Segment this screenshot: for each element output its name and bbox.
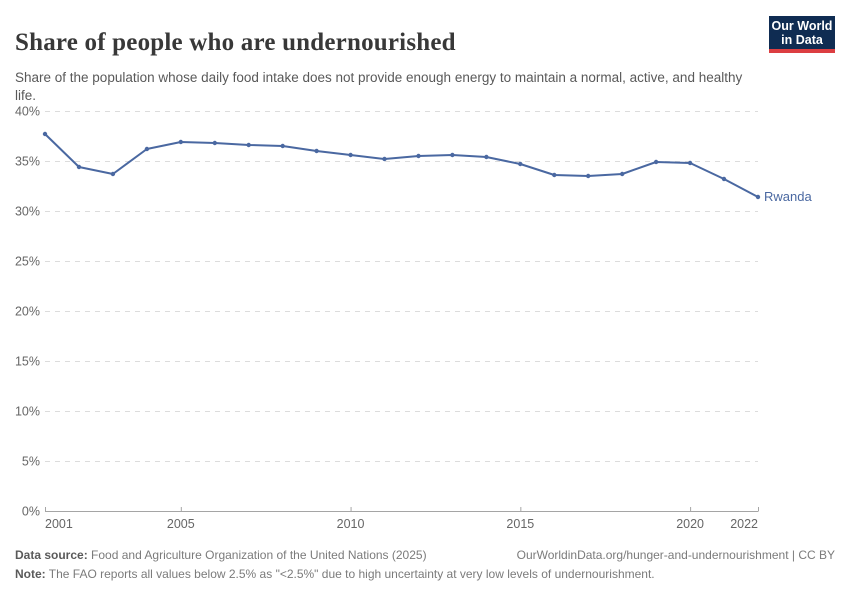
x-tick-label-2020: 2020 bbox=[676, 517, 704, 531]
note-text: The FAO reports all values below 2.5% as… bbox=[45, 567, 655, 581]
data-point-2003[interactable] bbox=[110, 171, 116, 177]
note-label: Note: bbox=[15, 567, 46, 581]
data-point-2008[interactable] bbox=[280, 143, 285, 149]
data-point-2002[interactable] bbox=[76, 164, 82, 170]
y-tick-label-20: 20% bbox=[15, 305, 40, 319]
owid-logo-text-line1: Our World bbox=[771, 19, 833, 33]
data-point-2001[interactable] bbox=[42, 131, 48, 137]
data-source-label: Data source: bbox=[15, 548, 88, 562]
data-point-2007[interactable] bbox=[246, 142, 251, 148]
x-tick-label-2010: 2010 bbox=[337, 517, 365, 531]
data-point-2004[interactable] bbox=[144, 146, 150, 152]
data-point-2012[interactable] bbox=[416, 153, 421, 159]
data-point-2021[interactable] bbox=[721, 176, 727, 182]
line-chart[interactable]: 0% 5% 10% 15% 20% 25% 30% 35% 40% 2001 2005 2010 201… bbox=[0, 0, 850, 545]
y-tick-label-0: 0% bbox=[22, 505, 40, 519]
data-point-2020[interactable] bbox=[687, 160, 693, 166]
data-point-2009[interactable] bbox=[314, 148, 319, 154]
data-point-2016[interactable] bbox=[552, 172, 557, 178]
owid-logo-text-line2: in Data bbox=[781, 33, 823, 47]
data-source-text: Data source: Food and Agriculture Organi… bbox=[15, 548, 427, 562]
data-point-2014[interactable] bbox=[484, 154, 489, 160]
y-tick-label-5: 5% bbox=[22, 455, 40, 469]
data-point-2011[interactable] bbox=[382, 156, 387, 162]
data-source-value: Food and Agriculture Organization of the… bbox=[87, 548, 427, 562]
y-tick-label-35: 35% bbox=[15, 155, 40, 169]
license-link[interactable]: OurWorldinData.org/hunger-and-undernouri… bbox=[516, 548, 835, 562]
data-point-2022[interactable] bbox=[755, 194, 761, 200]
data-point-2010[interactable] bbox=[348, 152, 353, 158]
x-tick-label-2005: 2005 bbox=[167, 517, 195, 531]
chart-subtitle: Share of the population whose daily food… bbox=[15, 69, 743, 103]
data-point-2005[interactable] bbox=[178, 139, 183, 145]
data-line-rwanda[interactable] bbox=[44, 133, 759, 198]
y-tick-label-40: 40% bbox=[15, 105, 40, 119]
footer-note-row: Note: The FAO reports all values below 2… bbox=[15, 567, 835, 581]
x-tick-label-2001: 2001 bbox=[45, 517, 73, 531]
data-point-2018[interactable] bbox=[620, 171, 625, 177]
page-title: Share of people who are undernourished bbox=[15, 28, 456, 56]
data-point-2013[interactable] bbox=[450, 152, 455, 158]
x-tick-label-2022: 2022 bbox=[730, 517, 758, 531]
footer-sources-row: Data source: Food and Agriculture Organi… bbox=[15, 548, 835, 562]
series-label-rwanda[interactable]: Rwanda bbox=[764, 189, 812, 204]
y-tick-label-30: 30% bbox=[15, 205, 40, 219]
y-tick-label-25: 25% bbox=[15, 255, 40, 269]
x-tick-label-2015: 2015 bbox=[506, 517, 534, 531]
data-point-2017[interactable] bbox=[586, 173, 591, 179]
data-point-2006[interactable] bbox=[212, 140, 217, 146]
owid-logo[interactable]: Our World in Data bbox=[769, 16, 835, 53]
data-point-2015[interactable] bbox=[518, 161, 523, 167]
y-tick-label-10: 10% bbox=[15, 405, 40, 419]
data-point-2019[interactable] bbox=[653, 159, 659, 165]
y-tick-label-15: 15% bbox=[15, 355, 40, 369]
